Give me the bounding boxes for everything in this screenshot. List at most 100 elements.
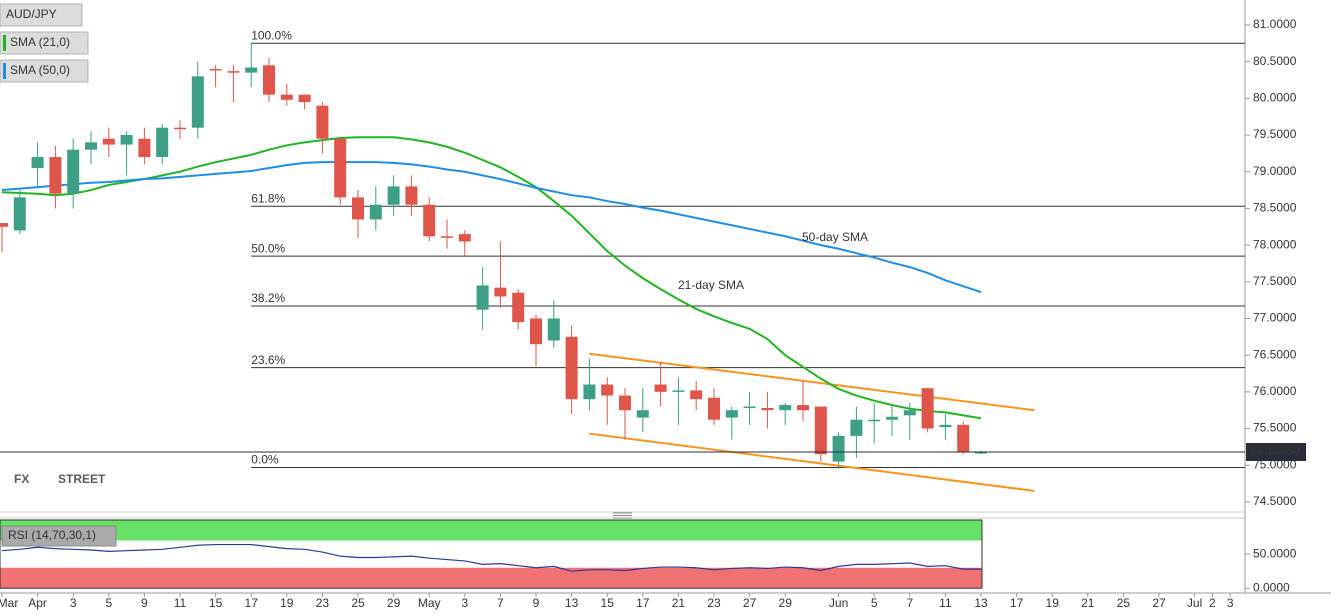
candle-body (156, 127, 169, 158)
x-tick-label: 3 (70, 596, 77, 610)
candle-body (725, 410, 738, 418)
rsi-title-box (1, 525, 117, 547)
x-tick-label: 15 (209, 596, 223, 610)
x-tick-label: 19 (1046, 596, 1060, 610)
candle-body (120, 135, 133, 145)
candle-body (494, 287, 507, 297)
candle-body (654, 384, 667, 392)
fib-label: 50.0% (251, 241, 285, 255)
y-tick-label: 81.0000 (1253, 17, 1297, 31)
x-tick-label: 19 (280, 596, 294, 610)
y-tick-label: 77.0000 (1253, 311, 1297, 325)
watermark: FX (14, 472, 29, 486)
x-tick-label: 23 (707, 596, 721, 610)
oversold-zone (0, 567, 982, 589)
last-price-box (1246, 442, 1306, 461)
y-tick-label: 79.5000 (1253, 127, 1297, 141)
candle-body (619, 395, 631, 411)
y-tick-label: 77.5000 (1253, 274, 1297, 288)
fib-label: 0.0% (251, 453, 279, 467)
candle-body (298, 94, 311, 102)
x-tick-label: Apr (28, 596, 47, 610)
candle-body (49, 157, 62, 194)
candle-body (708, 397, 720, 420)
x-tick-label: 3 (1227, 596, 1234, 610)
legend-label: SMA (50,0) (10, 63, 70, 77)
legend-box (0, 59, 89, 83)
sma-annotation: 21-day SMA (678, 278, 744, 292)
candle-body (67, 149, 80, 194)
channel-line (589, 432, 1035, 492)
overbought-zone (0, 520, 982, 541)
x-tick-label: 25 (351, 596, 365, 610)
candle-body (334, 138, 347, 198)
sma-annotation: 50-day SMA (802, 230, 868, 244)
candle-body (138, 138, 151, 158)
legend-box (0, 31, 89, 55)
legend-swatch (3, 35, 6, 51)
x-tick-label: 17 (636, 596, 650, 610)
legend-label: SMA (21,0) (10, 35, 70, 49)
candle-body (601, 384, 614, 396)
candle-body (476, 285, 489, 310)
resize-handle[interactable] (613, 512, 632, 519)
x-tick-label: 11 (174, 596, 187, 610)
x-tick-label: 13 (974, 596, 988, 610)
candle-body (512, 292, 525, 323)
candle-body (13, 197, 26, 231)
candle-body (886, 416, 898, 420)
candle-body (209, 68, 222, 71)
candle-body (0, 223, 8, 227)
candle-body (191, 76, 204, 128)
last-price-label: 75.18050 (1250, 444, 1300, 458)
fib-label: 23.6% (251, 353, 285, 367)
fib-label: 100.0% (251, 28, 292, 42)
channel-line (589, 352, 1035, 412)
rsi-title: RSI (14,70,30,1) (8, 528, 96, 542)
y-tick-label: 74.5000 (1253, 494, 1297, 508)
y-tick-label: 79.0000 (1253, 164, 1297, 178)
watermark: STREET (58, 472, 106, 486)
sma-line (1, 136, 982, 420)
candle-body (227, 71, 240, 73)
candle-body (245, 67, 258, 73)
x-tick-label: 13 (565, 596, 579, 610)
legend-swatch (3, 63, 6, 79)
chart-title: AUD/JPY (6, 7, 57, 21)
candle-body (690, 390, 703, 400)
candle-body (957, 424, 970, 453)
candle-body (797, 405, 809, 411)
candle-body (387, 186, 400, 205)
candle-body (761, 408, 774, 411)
x-tick-label: 23 (316, 596, 330, 610)
plot: 100.0% 61.8% 50.0% 38.2% 23.6% 0.0% 74.5000 75.… (0, 3, 1306, 610)
x-tick-label: 5 (871, 596, 878, 610)
candle-body (280, 94, 293, 100)
x-tick-label: 21 (1081, 596, 1095, 610)
y-tick-label: 76.0000 (1253, 384, 1297, 398)
x-tick-label: 27 (1152, 596, 1166, 610)
candle-body (939, 424, 952, 428)
candle-body (85, 142, 97, 150)
title-box (0, 3, 83, 27)
candle-body (850, 419, 863, 436)
y-tick-label: 80.0000 (1253, 91, 1297, 105)
x-tick-label: 21 (672, 596, 686, 610)
x-tick-label: 2 (1209, 596, 1216, 610)
candle-body (583, 384, 596, 400)
y-tick-label: 80.5000 (1253, 54, 1297, 68)
candle-body (636, 410, 649, 418)
candle-body (405, 186, 418, 205)
candle-body (352, 197, 364, 220)
x-tick-label: 15 (601, 596, 615, 610)
y-tick-label: 78.5000 (1253, 201, 1297, 215)
rsi-line (1, 543, 981, 572)
y-tick-label: 50.0000 (1253, 546, 1297, 560)
x-tick-label: Jul (1187, 596, 1202, 610)
x-tick-label: 9 (141, 596, 148, 610)
x-tick-label: 11 (939, 596, 952, 610)
candle-body (565, 336, 578, 400)
candle-body (868, 419, 881, 422)
x-tick-label: 3 (461, 596, 468, 610)
